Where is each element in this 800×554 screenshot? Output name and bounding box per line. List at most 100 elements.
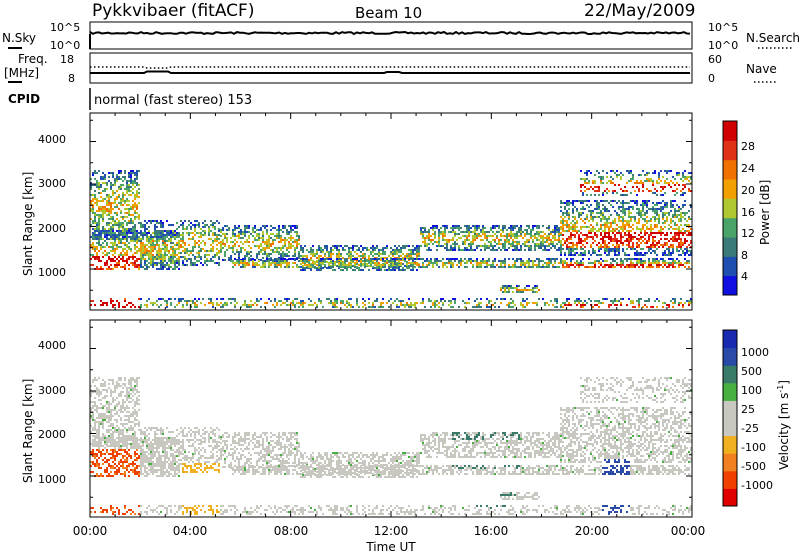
power-cell	[266, 302, 268, 304]
power-cell	[318, 260, 320, 262]
power-cell	[670, 246, 672, 248]
power-cell	[484, 227, 486, 229]
power-cell	[284, 266, 286, 268]
power-cell	[566, 222, 568, 224]
power-cell	[222, 304, 224, 306]
power-cell	[150, 260, 152, 262]
power-cell	[372, 258, 374, 260]
power-cell	[612, 170, 614, 172]
power-cell	[450, 262, 452, 264]
power-cell	[184, 244, 186, 246]
power-cell	[108, 208, 110, 210]
power-cell	[134, 230, 136, 232]
power-cell	[644, 260, 646, 262]
power-cell	[336, 260, 338, 262]
power-cell	[316, 306, 318, 308]
power-cell	[132, 226, 134, 228]
power-cell	[672, 190, 674, 192]
power-cell	[90, 236, 92, 238]
power-cell	[624, 232, 626, 234]
power-cell	[450, 231, 452, 233]
power-cell	[194, 298, 196, 300]
power-cell	[512, 235, 514, 237]
power-cell	[454, 258, 456, 260]
power-cell	[678, 230, 680, 232]
power-cell	[432, 239, 434, 241]
power-cell	[250, 255, 252, 257]
power-cell	[90, 182, 92, 184]
power-cell	[396, 304, 398, 306]
power-cell	[588, 210, 590, 212]
power-cell	[638, 214, 640, 216]
power-cell	[114, 240, 116, 242]
power-cell	[594, 216, 596, 218]
power-cell	[126, 244, 128, 246]
power-cell	[356, 253, 358, 255]
power-cell	[530, 233, 532, 235]
power-cell	[274, 266, 276, 268]
power-cell	[116, 198, 118, 200]
power-cell	[528, 262, 530, 264]
power-cell	[344, 260, 346, 262]
power-cell	[428, 237, 430, 239]
power-cell	[342, 300, 344, 302]
power-cell	[480, 264, 482, 266]
power-cell	[248, 257, 250, 259]
power-cell	[108, 218, 110, 220]
power-cell	[332, 304, 334, 306]
power-cell	[412, 258, 414, 260]
power-cell	[570, 304, 572, 306]
power-cell	[580, 202, 582, 204]
power-cell	[422, 264, 424, 266]
power-cell	[614, 248, 616, 250]
power-cell	[626, 182, 628, 184]
power-cell	[554, 233, 556, 235]
power-cell	[650, 218, 652, 220]
power-cell	[208, 226, 210, 228]
power-cell	[548, 243, 550, 245]
power-cell	[150, 248, 152, 250]
power-cell	[154, 232, 156, 234]
power-cell	[130, 206, 132, 208]
power-cell	[492, 264, 494, 266]
power-cell	[662, 186, 664, 188]
power-cell	[212, 246, 214, 248]
power-cell	[630, 220, 632, 222]
power-cell	[432, 304, 434, 306]
power-cell	[164, 242, 166, 244]
power-cell	[132, 192, 134, 194]
power-cell	[566, 230, 568, 232]
power-cell	[260, 266, 262, 268]
power-cell	[426, 235, 428, 237]
power-cell	[322, 267, 324, 269]
power-cell	[476, 262, 478, 264]
power-cell	[368, 265, 370, 267]
power-cell	[686, 246, 688, 248]
power-cell	[160, 298, 162, 300]
power-cell	[454, 231, 456, 233]
power-cell	[392, 260, 394, 262]
power-cell	[542, 237, 544, 239]
power-cell	[284, 302, 286, 304]
power-cell	[98, 230, 100, 232]
power-cell	[284, 241, 286, 243]
power-cell	[128, 214, 130, 216]
power-cell	[656, 182, 658, 184]
power-cell	[476, 233, 478, 235]
power-cell	[680, 230, 682, 232]
power-cell	[110, 216, 112, 218]
power-cell	[216, 298, 218, 300]
power-cell	[288, 262, 290, 264]
power-cell	[614, 234, 616, 236]
power-cell	[670, 200, 672, 202]
power-cell	[314, 261, 316, 263]
power-cell	[112, 176, 114, 178]
power-cell	[458, 225, 460, 227]
power-cell	[208, 238, 210, 240]
power-cell	[108, 212, 110, 214]
power-cell	[544, 302, 546, 304]
power-cell	[94, 212, 96, 214]
power-cell	[674, 178, 676, 180]
power-cell	[598, 186, 600, 188]
power-cell	[204, 250, 206, 252]
